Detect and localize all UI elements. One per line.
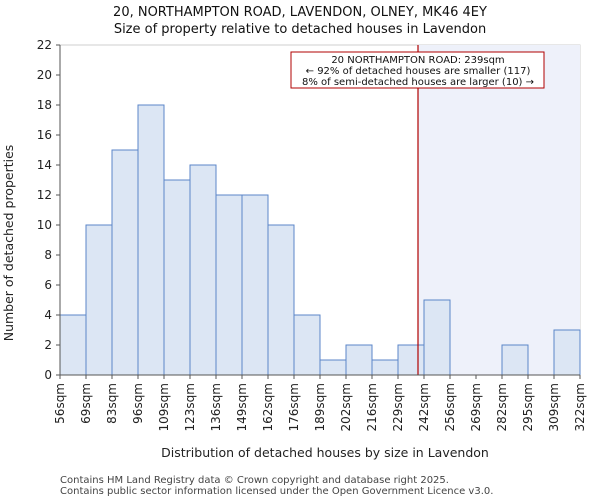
y-tick-label: 4	[44, 308, 52, 322]
y-tick-label: 6	[44, 278, 52, 292]
bar-149sqm	[241, 194, 269, 376]
x-tick-label: 96sqm	[131, 383, 145, 424]
bar-162sqm	[267, 224, 295, 376]
y-tick-label: 0	[44, 368, 52, 382]
x-tick-label: 162sqm	[261, 383, 275, 431]
bar-176sqm	[293, 314, 321, 376]
bar-96sqm	[137, 104, 165, 376]
y-tick-label: 16	[37, 128, 52, 142]
y-tick-label: 8	[44, 248, 52, 262]
annotation-border	[290, 51, 545, 89]
annotation-box: 20 NORTHAMPTON ROAD: 239sqm ← 92% of det…	[290, 51, 545, 89]
bar-109sqm	[163, 179, 191, 376]
y-tick-label: 2	[44, 338, 52, 352]
y-tick-label: 20	[37, 68, 52, 82]
x-tick-label: 322sqm	[573, 383, 587, 431]
footer-line-1: Contains HM Land Registry data © Crown c…	[60, 475, 449, 486]
x-tick-label: 56sqm	[53, 383, 67, 424]
x-tick-label: 123sqm	[183, 383, 197, 431]
bar-83sqm	[111, 149, 139, 376]
y-tick-label: 10	[37, 218, 52, 232]
bar-202sqm	[345, 344, 373, 376]
bar-309sqm	[553, 329, 581, 376]
annotation-line-2: ← 92% of detached houses are smaller (11…	[306, 66, 531, 77]
x-tick-label: 242sqm	[417, 383, 431, 431]
y-tick-label: 22	[37, 38, 52, 52]
bar-242sqm	[423, 299, 451, 376]
x-tick-label: 136sqm	[209, 383, 223, 431]
annotation-line-1: 20 NORTHAMPTON ROAD: 239sqm	[331, 55, 504, 66]
x-tick-label: 109sqm	[157, 383, 171, 431]
x-tick-label: 309sqm	[547, 383, 561, 431]
annotation-line-3: 8% of semi-detached houses are larger (1…	[302, 77, 534, 88]
bar-229sqm	[397, 344, 425, 376]
x-tick-label: 282sqm	[495, 383, 509, 431]
x-tick-label: 202sqm	[339, 383, 353, 431]
bar-216sqm	[371, 359, 399, 376]
x-tick-label: 149sqm	[235, 383, 249, 431]
x-tick-label: 229sqm	[391, 383, 405, 431]
x-tick-label: 295sqm	[521, 383, 535, 431]
chart-title: 20, NORTHAMPTON ROAD, LAVENDON, OLNEY, M…	[113, 5, 487, 20]
bar-189sqm	[319, 359, 347, 376]
x-tick-label: 69sqm	[79, 383, 93, 424]
x-tick-label: 216sqm	[365, 383, 379, 431]
x-tick-label: 189sqm	[313, 383, 327, 431]
bar-series	[59, 104, 581, 376]
y-tick-label: 14	[37, 158, 52, 172]
bar-282sqm	[501, 344, 529, 376]
y-axis: 0 2 4 6 8 10 12 14 16 18 20 22	[37, 38, 61, 382]
bar-136sqm	[215, 194, 243, 376]
y-axis-title: Number of detached properties	[1, 145, 16, 342]
bar-123sqm	[189, 164, 217, 376]
footer-line-2: Contains public sector information licen…	[60, 486, 493, 497]
y-tick-label: 12	[37, 188, 52, 202]
bar-69sqm	[85, 224, 113, 376]
chart-subtitle: Size of property relative to detached ho…	[114, 22, 486, 37]
x-tick-label: 83sqm	[105, 383, 119, 424]
x-tick-label: 269sqm	[469, 383, 483, 431]
x-axis: 56sqm 69sqm 83sqm 96sqm 109sqm 123sqm 136sqm 14…	[53, 374, 587, 431]
y-tick-label: 18	[37, 98, 52, 112]
x-tick-label: 256sqm	[443, 383, 457, 431]
x-tick-label: 176sqm	[287, 383, 301, 431]
x-axis-title: Distribution of detached houses by size …	[161, 445, 489, 460]
bar-56sqm	[59, 314, 87, 376]
